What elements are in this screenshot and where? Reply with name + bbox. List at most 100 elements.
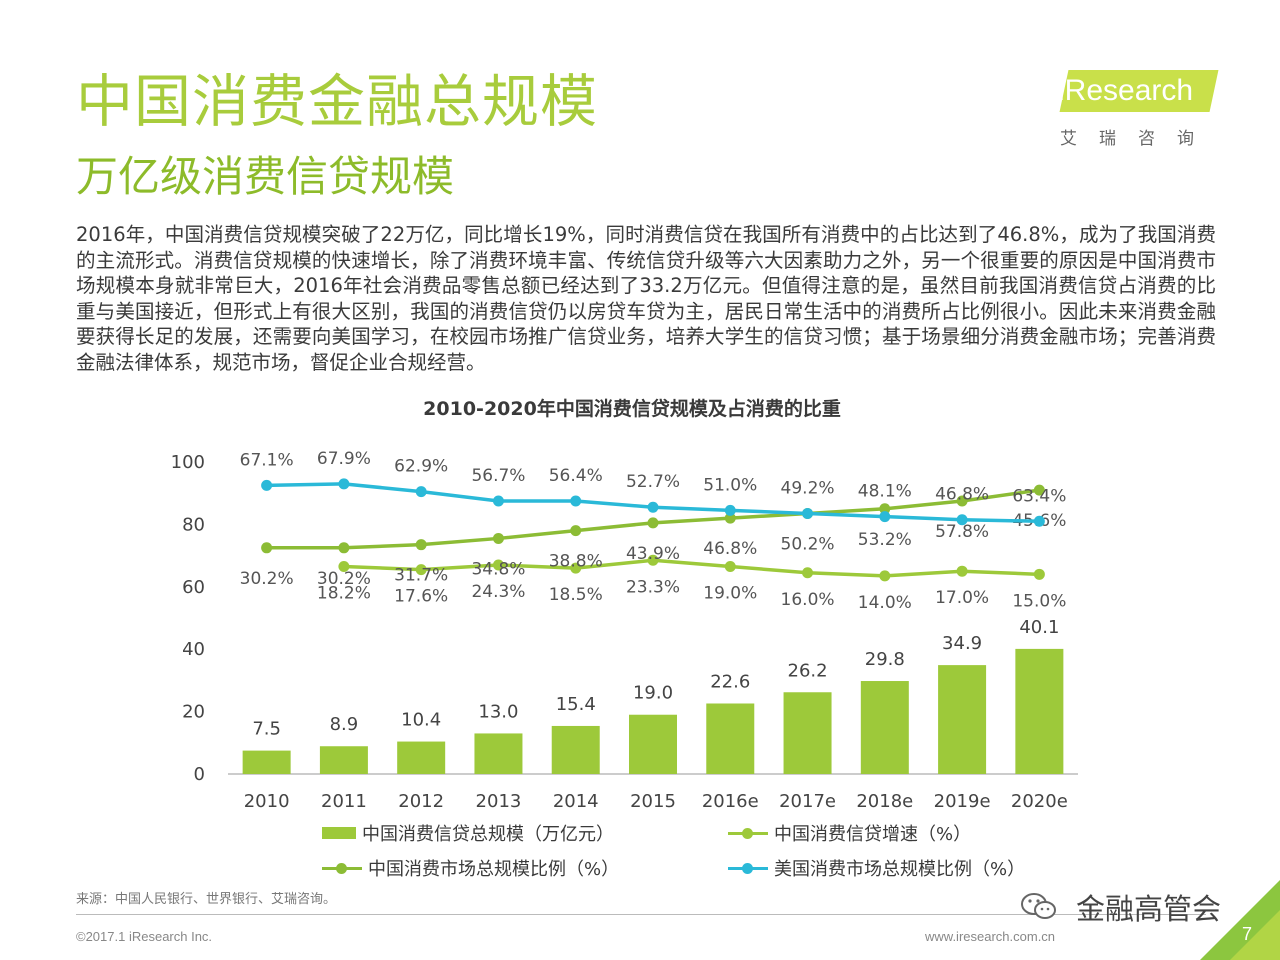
point-value-label: 31.7% xyxy=(394,566,448,586)
y-tick-label: 100 xyxy=(171,452,205,473)
bar-value-label: 13.0 xyxy=(478,701,518,722)
series-point xyxy=(879,511,891,523)
series-point xyxy=(879,570,891,582)
x-tick-label: 2019e xyxy=(934,791,991,812)
bar xyxy=(474,733,523,774)
bar xyxy=(397,741,446,774)
point-value-label: 48.1% xyxy=(858,482,912,502)
bar-value-label: 19.0 xyxy=(633,683,673,704)
y-tick-label: 40 xyxy=(182,639,205,660)
wechat-icon xyxy=(1021,893,1056,919)
x-tick-label: 2010 xyxy=(244,791,290,812)
series-point xyxy=(802,567,814,579)
point-value-label: 23.3% xyxy=(626,577,680,597)
series-point xyxy=(1033,484,1045,496)
website-link[interactable]: www.iresearch.com.cn xyxy=(925,929,1056,944)
point-value-label: 30.2% xyxy=(317,569,371,589)
page-number: 7 xyxy=(1242,924,1253,944)
point-value-label: 14.0% xyxy=(858,593,912,613)
source-note: 来源：中国人民银行、世界银行、艾瑞咨询。 xyxy=(76,892,337,907)
bar xyxy=(551,725,600,774)
page-corner-decoration xyxy=(1200,880,1280,960)
series-point xyxy=(338,542,350,554)
series-line xyxy=(343,558,1040,578)
bar xyxy=(242,750,291,774)
iresearch-logo: iResearch 艾瑞咨询 xyxy=(1058,68,1219,149)
legend-item-us-ratio: 美国消费市场总规模比例（%） xyxy=(728,855,1025,881)
x-tick-label: 2020e xyxy=(1011,791,1068,812)
bar xyxy=(319,746,368,774)
y-tick-label: 60 xyxy=(182,577,205,598)
series-point xyxy=(492,559,504,571)
bar-value-label: 8.9 xyxy=(330,714,359,735)
point-value-label: 30.2% xyxy=(240,569,294,589)
point-value-label: 17.0% xyxy=(935,588,989,608)
legend-item-credit-growth: 中国消费信贷增速（%） xyxy=(728,820,971,846)
series-point xyxy=(647,554,659,566)
legend-label: 美国消费市场总规模比例（%） xyxy=(774,859,1026,880)
series-point xyxy=(415,539,427,551)
bar-value-label: 7.5 xyxy=(252,719,281,740)
x-tick-label: 2011 xyxy=(321,791,367,812)
footer-divider xyxy=(76,914,1206,915)
bar xyxy=(860,681,909,774)
legend-label: 中国消费信贷增速（%） xyxy=(774,824,972,845)
series-point xyxy=(1033,568,1045,580)
series-point xyxy=(415,486,427,498)
series-point xyxy=(570,525,582,537)
series-point xyxy=(724,504,736,516)
point-value-label: 46.8% xyxy=(703,539,757,559)
point-value-label: 49.2% xyxy=(781,478,835,498)
series-point xyxy=(570,495,582,507)
point-value-label: 62.9% xyxy=(394,457,448,477)
point-value-label: 57.8% xyxy=(935,522,989,542)
point-value-label: 15.0% xyxy=(1012,591,1066,611)
point-value-label: 24.3% xyxy=(471,582,525,602)
point-value-label: 18.2% xyxy=(317,584,371,604)
copyright: ©2017.1 iResearch Inc. xyxy=(76,929,213,944)
series-point xyxy=(338,478,350,490)
legend-item-china-ratio: 中国消费市场总规模比例（%） xyxy=(322,855,619,881)
bar-value-label: 29.8 xyxy=(865,649,905,670)
series-point xyxy=(647,501,659,513)
series-point xyxy=(724,561,736,573)
point-value-label: 51.0% xyxy=(703,475,757,495)
bar-value-label: 22.6 xyxy=(710,671,750,692)
series-point xyxy=(261,479,273,491)
point-value-label: 43.9% xyxy=(626,544,680,564)
point-value-label: 38.8% xyxy=(549,552,603,572)
page-subtitle: 万亿级消费信贷规模 xyxy=(76,152,455,201)
point-value-label: 19.0% xyxy=(703,584,757,604)
series-point xyxy=(338,561,350,573)
series-point xyxy=(1033,515,1045,527)
series-point xyxy=(492,532,504,544)
point-value-label: 34.8% xyxy=(471,559,525,579)
chart-title: 2010-2020年中国消费信贷规模及占消费的比重 xyxy=(423,398,841,420)
bar xyxy=(1015,648,1064,774)
point-value-label: 56.7% xyxy=(471,466,525,486)
series-point xyxy=(647,517,659,529)
watermark-text: 金融高管会 xyxy=(1076,892,1222,926)
x-tick-label: 2015 xyxy=(630,791,676,812)
logo-brand-cn: 艾瑞咨询 xyxy=(1060,129,1216,149)
bar-value-label: 34.9 xyxy=(942,633,982,654)
point-value-label: 67.1% xyxy=(240,450,294,470)
series-point xyxy=(879,503,891,515)
legend-bar-swatch xyxy=(322,827,356,839)
x-tick-label: 2016e xyxy=(702,791,759,812)
bar xyxy=(938,665,987,774)
series-point xyxy=(802,507,814,519)
x-tick-label: 2012 xyxy=(398,791,444,812)
point-value-label: 53.2% xyxy=(858,530,912,550)
series-point xyxy=(956,565,968,577)
point-value-label: 46.8% xyxy=(935,485,989,505)
series-point xyxy=(261,542,273,554)
point-value-label: 18.5% xyxy=(549,585,603,605)
y-tick-label: 0 xyxy=(194,764,205,785)
point-value-label: 56.4% xyxy=(549,466,603,486)
series-point xyxy=(956,495,968,507)
x-tick-label: 2013 xyxy=(476,791,522,812)
series-point xyxy=(492,495,504,507)
x-tick-label: 2018e xyxy=(856,791,913,812)
bar-value-label: 15.4 xyxy=(556,694,596,715)
